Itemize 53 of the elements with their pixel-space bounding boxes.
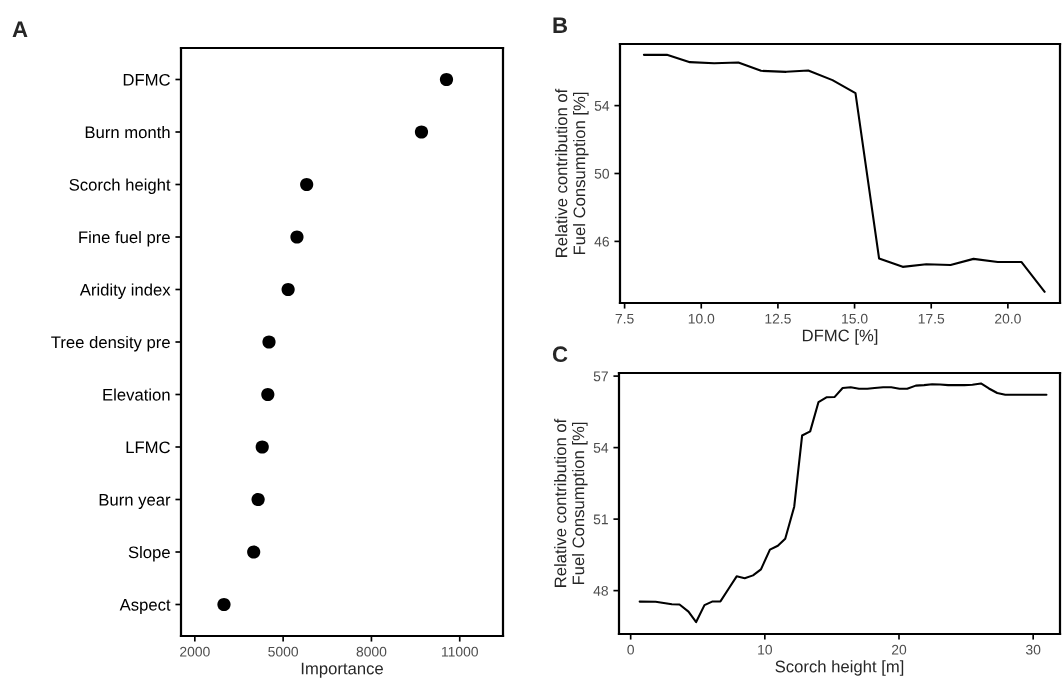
point [247,545,261,559]
point [281,282,295,297]
y-tick-label: Aspect [119,599,171,614]
y-axis-title: Relative contribution of Fuel Consumption [%] [555,88,589,257]
y-tick-label: Elevation [103,388,170,401]
x-tick-label: 7.5 [615,313,634,324]
x-tick-label: 11000 [442,646,478,657]
x-axis-title: Scorch height [m] [775,660,904,676]
line-series [642,53,1046,293]
chart-title: A [12,21,28,37]
point [439,72,454,87]
x-tick-label: 0 [627,644,634,655]
x-axis-title: DFMC [%] [802,329,878,345]
x-axis-title: Importance [301,662,383,678]
y-axis-title: Relative contribution of Fuel Consumption [%] [554,418,588,587]
y-tick-label: LFMC [126,441,170,454]
point [255,440,269,454]
y-tick-label: Aridity index [79,283,171,299]
point [261,387,275,402]
y-tick-label: Scorch height [69,178,171,194]
x-tick-label: 17.5 [918,313,945,324]
y-tick-label: Burn month [85,125,170,139]
x-tick-label: 8000 [356,646,387,657]
y-tick-label: DFMC [123,73,170,86]
point [217,597,231,612]
x-tick-label: 20 [891,644,907,655]
y-tick-label: 57 [593,371,608,382]
point [414,125,429,139]
x-tick-label: 10.0 [688,313,715,324]
line-series [638,382,1048,624]
y-tick-label: 54 [593,443,609,453]
x-tick-label: 12.5 [765,313,791,324]
y-tick-label: 48 [593,585,608,596]
point [262,335,276,349]
x-tick-label: 20.0 [995,313,1021,324]
x-tick-label: 30 [1025,644,1041,655]
chart-title: B [553,17,568,33]
x-tick-label: 2000 [180,646,210,657]
point [290,230,304,244]
y-tick-label: 50 [594,168,610,179]
y-tick-label: Slope [128,545,170,562]
point [251,492,265,507]
y-tick-label: 51 [593,514,608,525]
point [300,177,314,192]
y-tick-label: Burn year [99,494,171,509]
y-tick-label: 54 [594,101,610,111]
x-tick-label: 15.0 [842,313,868,324]
chart-title: C [552,346,568,363]
y-tick-label: 46 [594,236,609,247]
y-tick-label: Tree density pre [51,335,170,352]
y-tick-label: Fine fuel pre [79,230,170,247]
x-tick-label: 5000 [268,646,299,657]
x-tick-label: 10 [758,644,773,655]
